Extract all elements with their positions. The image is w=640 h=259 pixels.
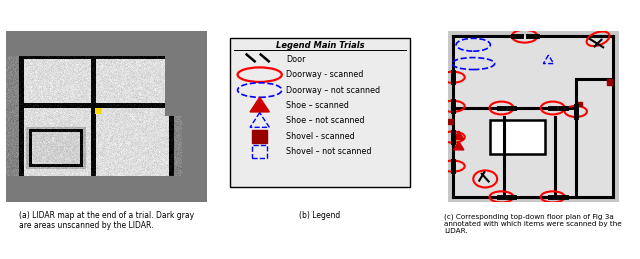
- Bar: [252, 145, 268, 158]
- Polygon shape: [454, 131, 464, 140]
- Bar: [577, 102, 582, 106]
- Text: (b) Legend: (b) Legend: [300, 211, 340, 220]
- Text: Shovel - scanned: Shovel - scanned: [286, 132, 355, 141]
- Bar: [607, 80, 612, 85]
- Text: Shoe – not scanned: Shoe – not scanned: [286, 116, 364, 125]
- Bar: [556, 108, 576, 197]
- Text: Door: Door: [286, 55, 305, 64]
- Bar: [576, 36, 613, 79]
- FancyBboxPatch shape: [230, 38, 410, 187]
- Text: (c) Corresponding top-down floor plan of Fig 3a
annotated with which items were : (c) Corresponding top-down floor plan of…: [444, 214, 622, 234]
- Bar: [449, 119, 453, 124]
- Text: (a) LIDAR map at the end of a trial. Dark gray
are areas unscanned by the LIDAR.: (a) LIDAR map at the end of a trial. Dar…: [19, 211, 195, 230]
- Polygon shape: [250, 97, 269, 112]
- Polygon shape: [454, 141, 464, 150]
- Bar: [490, 120, 545, 154]
- Text: Doorway - scanned: Doorway - scanned: [286, 70, 364, 79]
- Text: Legend Main Trials: Legend Main Trials: [276, 41, 364, 50]
- Bar: [452, 108, 504, 197]
- Bar: [504, 108, 556, 197]
- Bar: [452, 36, 576, 108]
- Bar: [576, 79, 613, 197]
- Text: Doorway – not scanned: Doorway – not scanned: [286, 85, 380, 95]
- Text: Shoe – scanned: Shoe – scanned: [286, 101, 349, 110]
- Text: Shovel – not scanned: Shovel – not scanned: [286, 147, 371, 156]
- Bar: [252, 130, 268, 143]
